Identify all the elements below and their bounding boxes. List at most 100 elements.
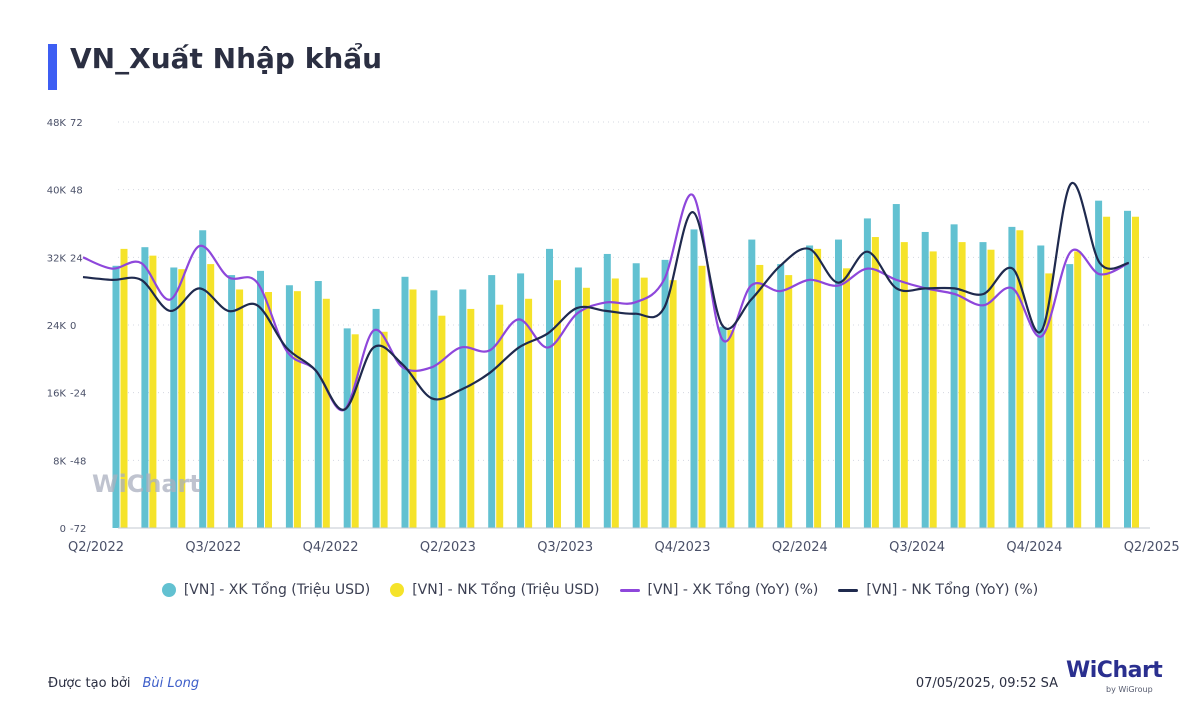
bar-xk bbox=[343, 328, 351, 528]
bar-xk bbox=[835, 239, 842, 528]
legend-swatch-nk-yoy bbox=[838, 588, 859, 592]
legend-swatch-xk-yoy bbox=[619, 588, 640, 592]
bar-xk bbox=[285, 285, 293, 528]
bar-xk bbox=[921, 231, 929, 529]
brand-logo[interactable]: WiChart by WiGroup bbox=[1066, 658, 1163, 698]
bar-xk bbox=[488, 275, 496, 528]
bar-nk bbox=[322, 298, 330, 528]
bar-nk bbox=[467, 308, 475, 528]
legend-item-xk-value[interactable]: [VN] - XK Tổng (Triệu USD) bbox=[161, 582, 371, 598]
chart-legend: [VN] - XK Tổng (Triệu USD) [VN] - NK Tổn… bbox=[0, 582, 1200, 598]
y-right-tick-label: -72 bbox=[70, 524, 86, 535]
y-left-tick-label: 8K bbox=[53, 456, 66, 467]
bar-xk bbox=[546, 248, 553, 528]
bar-xk bbox=[806, 245, 814, 528]
bar-xk bbox=[719, 326, 727, 528]
y-right-tick-label: -48 bbox=[70, 456, 86, 467]
x-tick-label: Q2/2022 bbox=[68, 540, 124, 555]
bar-xk bbox=[257, 270, 264, 528]
x-tick-label: Q4/2023 bbox=[655, 540, 711, 555]
y-right-tick-label: 0 bbox=[70, 321, 76, 332]
bar-nk bbox=[207, 264, 215, 528]
bar-xk bbox=[690, 229, 698, 528]
bar-nk bbox=[756, 264, 764, 528]
x-tick-label: Q3/2023 bbox=[537, 540, 593, 555]
y-left-tick-label: 40K bbox=[47, 186, 67, 197]
bar-nk bbox=[640, 277, 648, 528]
x-tick-label: Q4/2024 bbox=[1006, 540, 1062, 555]
bar-nk bbox=[120, 248, 128, 528]
y-left-tick-label: 24K bbox=[47, 321, 67, 332]
bar-xk bbox=[1037, 245, 1045, 528]
legend-label-xk-value: [VN] - XK Tổng (Triệu USD) bbox=[183, 582, 371, 598]
legend-swatch-nk-value bbox=[390, 583, 405, 597]
bar-nk bbox=[698, 265, 706, 528]
watermark: WiChart bbox=[92, 470, 201, 498]
author-link[interactable]: Bùi Long bbox=[142, 676, 200, 691]
bar-nk bbox=[380, 331, 388, 528]
bar-nk bbox=[293, 291, 301, 528]
legend-item-nk-yoy[interactable]: [VN] - NK Tổng (YoY) (%) bbox=[838, 582, 1038, 598]
bar-xk bbox=[863, 218, 871, 529]
bar-nk bbox=[1103, 216, 1111, 528]
bar-xk bbox=[112, 265, 120, 528]
bar-nk bbox=[351, 334, 359, 528]
bar-nk bbox=[496, 304, 504, 528]
bar-xk bbox=[950, 224, 958, 529]
y-left-tick-label: 0 bbox=[60, 524, 66, 535]
y-right-tick-label: 72 bbox=[70, 118, 83, 129]
bar-xk bbox=[372, 308, 380, 528]
legend-item-xk-yoy[interactable]: [VN] - XK Tổng (YoY) (%) bbox=[619, 582, 818, 598]
bar-nk bbox=[149, 255, 157, 528]
y-right-tick-label: 24 bbox=[70, 253, 83, 264]
bar-nk bbox=[814, 248, 822, 528]
bar-nk bbox=[525, 298, 533, 528]
bar-nk bbox=[929, 251, 937, 528]
bar-nk bbox=[1016, 230, 1024, 528]
bar-nk bbox=[1045, 273, 1053, 528]
bar-xk bbox=[979, 242, 987, 528]
bar-nk bbox=[1132, 216, 1139, 528]
bar-nk bbox=[987, 249, 995, 529]
bar-xk bbox=[1095, 200, 1103, 528]
bar-nk bbox=[265, 292, 272, 528]
bar-xk bbox=[1008, 226, 1016, 528]
bar-nk bbox=[785, 275, 793, 528]
x-tick-label: Q4/2022 bbox=[303, 540, 359, 555]
title-accent-bar bbox=[48, 44, 57, 90]
page-title: VN_Xuất Nhập khẩu bbox=[70, 42, 383, 75]
legend-label-nk-yoy: [VN] - NK Tổng (YoY) (%) bbox=[866, 582, 1039, 598]
bar-nk bbox=[409, 289, 417, 528]
x-tick-label: Q2/2025 bbox=[1124, 540, 1180, 555]
bar-xk bbox=[661, 259, 669, 528]
legend-item-nk-value[interactable]: [VN] - NK Tổng (Triệu USD) bbox=[390, 582, 600, 598]
bar-xk bbox=[748, 239, 756, 528]
x-tick-label: Q2/2023 bbox=[420, 540, 476, 555]
bar-nk bbox=[900, 242, 908, 528]
bar-xk bbox=[459, 289, 467, 528]
bar-nk bbox=[438, 315, 446, 528]
bar-xk bbox=[603, 253, 611, 528]
footer-timestamp: 07/05/2025, 09:52 SA bbox=[915, 676, 1058, 691]
bar-xk bbox=[170, 267, 178, 528]
x-tick-label: Q3/2022 bbox=[185, 540, 241, 555]
bar-nk bbox=[582, 287, 590, 528]
bar-xk bbox=[1124, 210, 1131, 528]
bar-xk bbox=[777, 264, 785, 528]
bar-nk bbox=[669, 280, 677, 528]
bar-xk bbox=[228, 275, 236, 528]
y-left-tick-label: 48K bbox=[47, 118, 67, 129]
created-by-label: Được tạo bởi bbox=[48, 676, 131, 691]
brand-sub: by WiGroup bbox=[1106, 685, 1153, 694]
footer-credit: Được tạo bởi Bùi Long bbox=[48, 676, 199, 691]
bar-xk bbox=[1066, 264, 1074, 528]
bar-xk bbox=[430, 290, 438, 528]
bar-nk bbox=[178, 269, 186, 528]
bar-nk bbox=[871, 237, 879, 529]
legend-label-nk-value: [VN] - NK Tổng (Triệu USD) bbox=[412, 582, 600, 598]
bar-xk bbox=[401, 276, 409, 528]
brand-name: WiChart bbox=[1066, 658, 1163, 683]
bar-nk bbox=[1074, 251, 1082, 528]
bar-nk bbox=[958, 242, 966, 528]
